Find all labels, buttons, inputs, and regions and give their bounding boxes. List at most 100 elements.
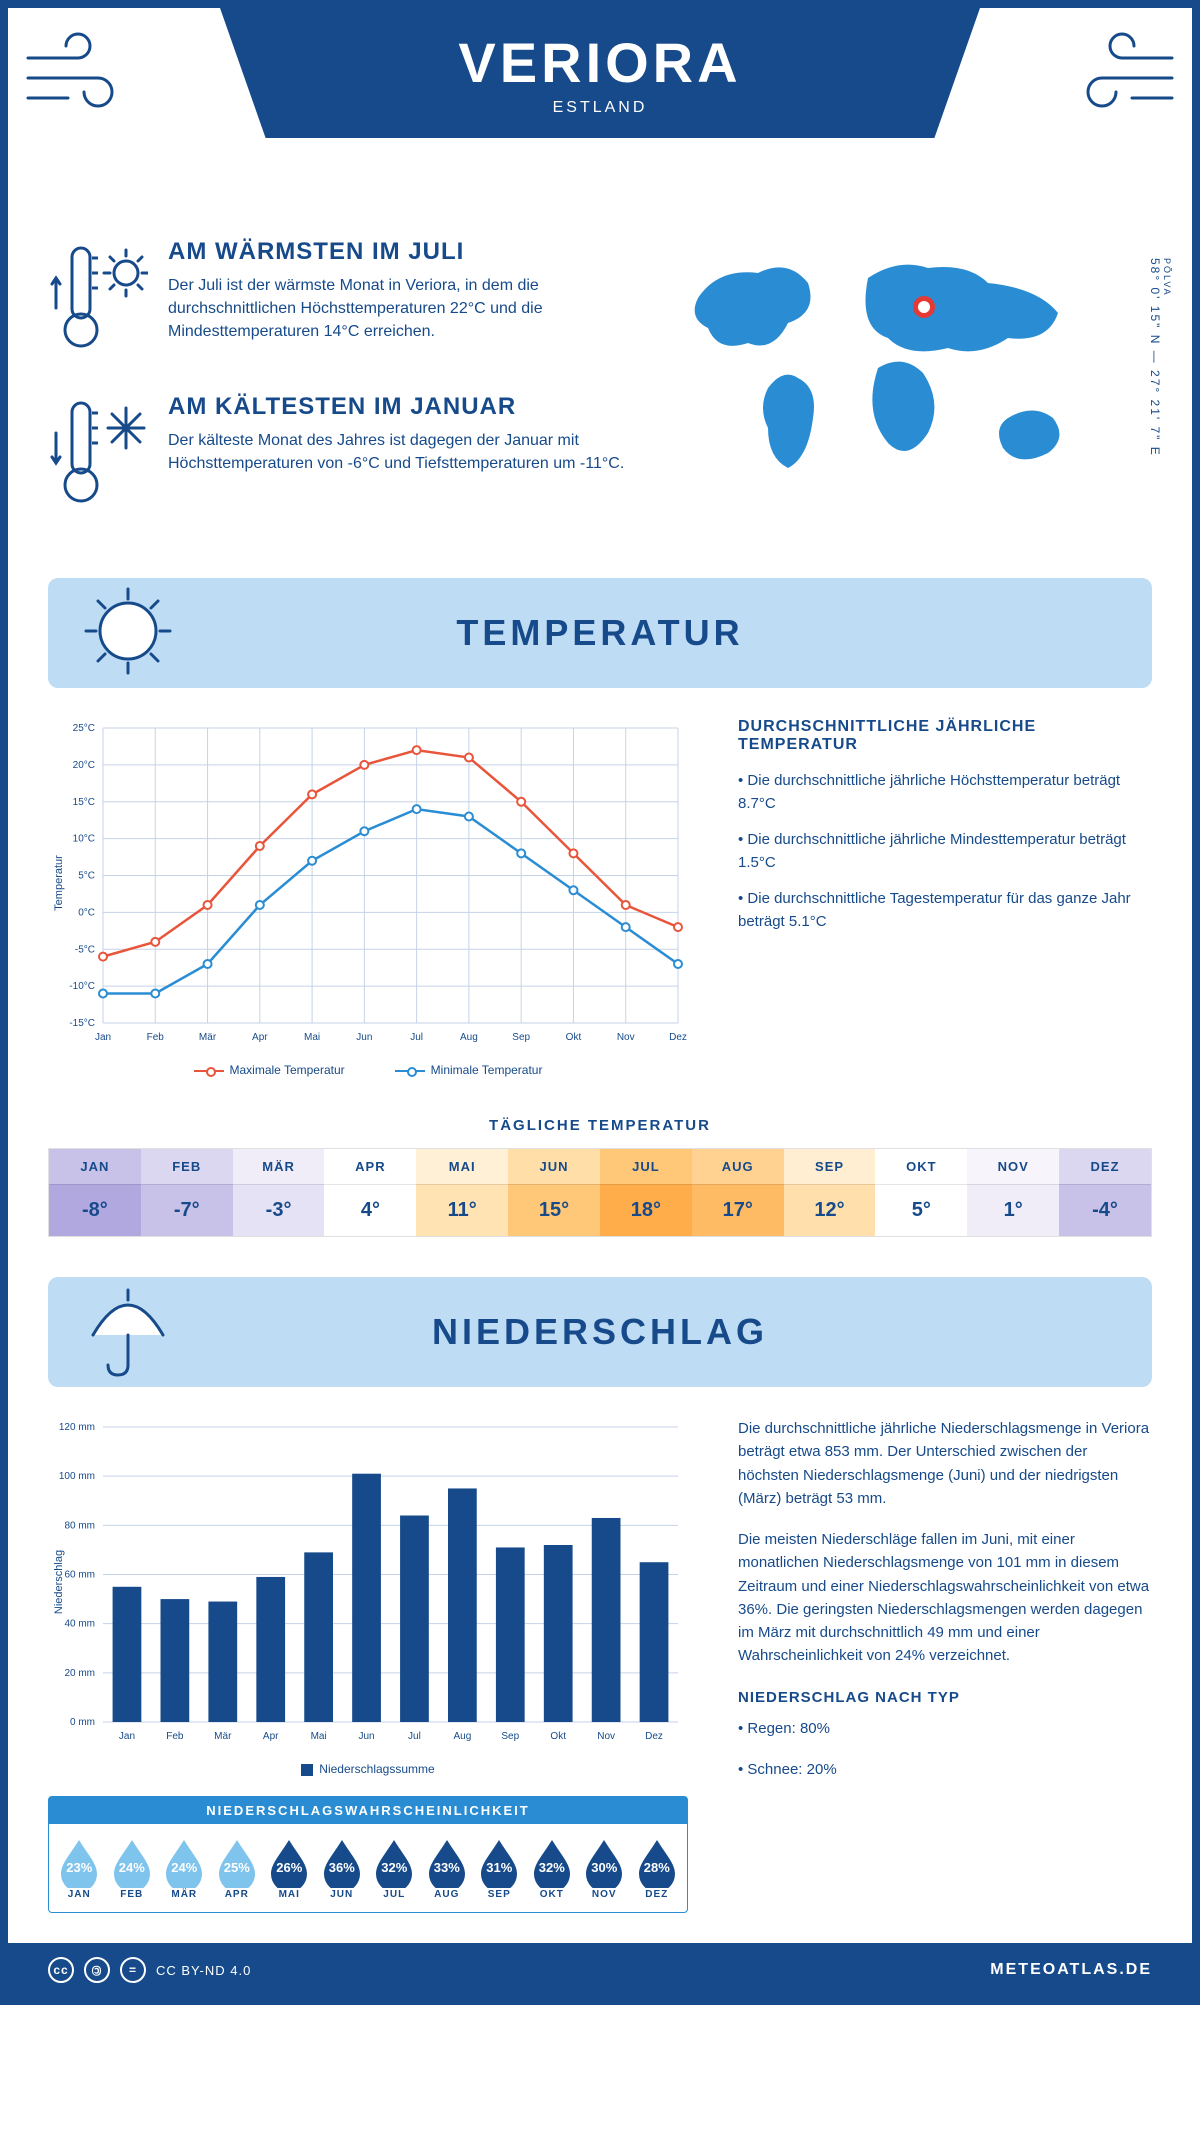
svg-text:60 mm: 60 mm bbox=[64, 1570, 95, 1581]
svg-text:Jul: Jul bbox=[410, 1032, 423, 1043]
daily-temp-cell: AUG17° bbox=[692, 1149, 784, 1236]
daily-temp-cell: FEB-7° bbox=[141, 1149, 233, 1236]
daily-temp-cell: APR4° bbox=[324, 1149, 416, 1236]
precip-prob-drop: 32%OKT bbox=[528, 1836, 577, 1900]
svg-text:80 mm: 80 mm bbox=[64, 1520, 95, 1531]
cc-icon: cc bbox=[48, 1957, 74, 1983]
daily-temp-cell: DEZ-4° bbox=[1059, 1149, 1151, 1236]
location-marker-icon bbox=[913, 296, 935, 318]
precipitation-summary: Die durchschnittliche jährliche Niedersc… bbox=[738, 1417, 1152, 1913]
precip-prob-drop: 24%MÄR bbox=[160, 1836, 209, 1900]
coldest-text: Der kälteste Monat des Jahres ist dagege… bbox=[168, 429, 628, 475]
svg-text:Mai: Mai bbox=[311, 1731, 327, 1742]
precip-prob-drop: 26%MAI bbox=[265, 1836, 314, 1900]
svg-text:0 mm: 0 mm bbox=[70, 1717, 95, 1728]
by-icon: 🄯 bbox=[84, 1957, 110, 1983]
daily-temp-title: TÄGLICHE TEMPERATUR bbox=[48, 1117, 1152, 1134]
daily-temp-cell: JAN-8° bbox=[49, 1149, 141, 1236]
umbrella-icon bbox=[78, 1280, 178, 1385]
svg-text:Dez: Dez bbox=[669, 1032, 687, 1043]
temperature-section-header: TEMPERATUR bbox=[48, 578, 1152, 688]
svg-text:Dez: Dez bbox=[645, 1731, 663, 1742]
precipitation-legend: Niederschlagssumme bbox=[48, 1762, 688, 1776]
svg-text:Okt: Okt bbox=[550, 1731, 566, 1742]
city-title: VERIORA bbox=[220, 30, 980, 95]
precip-prob-drop: 32%JUL bbox=[370, 1836, 419, 1900]
svg-text:Mär: Mär bbox=[199, 1032, 217, 1043]
svg-text:10°C: 10°C bbox=[73, 834, 95, 845]
svg-text:Aug: Aug bbox=[460, 1032, 478, 1043]
svg-text:25°C: 25°C bbox=[73, 723, 95, 734]
coordinates-label: PÕLVA 58° 0' 15" N — 27° 21' 7" E bbox=[1148, 258, 1172, 457]
temperature-title: TEMPERATUR bbox=[456, 612, 743, 654]
svg-text:20 mm: 20 mm bbox=[64, 1668, 95, 1679]
svg-text:Aug: Aug bbox=[453, 1731, 471, 1742]
nd-icon: = bbox=[120, 1957, 146, 1983]
precip-prob-drop: 31%SEP bbox=[475, 1836, 524, 1900]
temperature-summary: DURCHSCHNITTLICHE JÄHRLICHE TEMPERATUR •… bbox=[738, 718, 1152, 1077]
header: VERIORA ESTLAND bbox=[8, 8, 1192, 188]
svg-text:-5°C: -5°C bbox=[75, 944, 95, 955]
svg-text:Apr: Apr bbox=[252, 1032, 268, 1043]
svg-text:100 mm: 100 mm bbox=[59, 1471, 95, 1482]
wind-icon bbox=[18, 28, 138, 123]
svg-text:20°C: 20°C bbox=[73, 760, 95, 771]
world-map: PÕLVA 58° 0' 15" N — 27° 21' 7" E bbox=[668, 238, 1152, 548]
warmest-block: AM WÄRMSTEN IM JULI Der Juli ist der wär… bbox=[48, 238, 628, 363]
daily-temp-cell: JUL18° bbox=[600, 1149, 692, 1236]
svg-text:40 mm: 40 mm bbox=[64, 1619, 95, 1630]
svg-text:Mär: Mär bbox=[214, 1731, 232, 1742]
svg-text:Sep: Sep bbox=[512, 1032, 530, 1043]
svg-text:Apr: Apr bbox=[263, 1731, 279, 1742]
precip-prob-drop: 33%AUG bbox=[423, 1836, 472, 1900]
svg-text:Jan: Jan bbox=[95, 1032, 111, 1043]
svg-text:Nov: Nov bbox=[617, 1032, 635, 1043]
temperature-legend: Maximale Temperatur Minimale Temperatur bbox=[48, 1063, 688, 1077]
svg-text:Okt: Okt bbox=[566, 1032, 582, 1043]
svg-text:Nov: Nov bbox=[597, 1731, 615, 1742]
svg-text:5°C: 5°C bbox=[78, 871, 95, 882]
svg-text:-10°C: -10°C bbox=[69, 981, 95, 992]
precip-prob-drop: 24%FEB bbox=[108, 1836, 157, 1900]
precipitation-probability-box: NIEDERSCHLAGSWAHRSCHEINLICHKEIT 23%JAN24… bbox=[48, 1796, 688, 1913]
svg-text:Mai: Mai bbox=[304, 1032, 320, 1043]
warmest-title: AM WÄRMSTEN IM JULI bbox=[168, 238, 628, 266]
svg-text:-15°C: -15°C bbox=[69, 1018, 95, 1029]
precipitation-bar-chart: 0 mm20 mm40 mm60 mm80 mm100 mm120 mmJanF… bbox=[48, 1417, 688, 1776]
country-subtitle: ESTLAND bbox=[220, 99, 980, 117]
precip-prob-drop: 36%JUN bbox=[318, 1836, 367, 1900]
precip-prob-drop: 25%APR bbox=[213, 1836, 262, 1900]
footer: cc 🄯 = CC BY-ND 4.0 METEOATLAS.DE bbox=[8, 1943, 1192, 1997]
svg-text:Sep: Sep bbox=[501, 1731, 519, 1742]
thermometer-hot-icon bbox=[48, 238, 148, 363]
precipitation-section-header: NIEDERSCHLAG bbox=[48, 1277, 1152, 1387]
overview-section: AM WÄRMSTEN IM JULI Der Juli ist der wär… bbox=[48, 218, 1152, 578]
svg-text:Niederschlag: Niederschlag bbox=[53, 1550, 65, 1614]
infographic-page: VERIORA ESTLAND AM WÄRMST bbox=[0, 0, 1200, 2005]
precip-prob-drop: 23%JAN bbox=[55, 1836, 104, 1900]
wind-icon bbox=[1062, 28, 1182, 123]
precipitation-title: NIEDERSCHLAG bbox=[432, 1311, 768, 1353]
temp-summary-title: DURCHSCHNITTLICHE JÄHRLICHE TEMPERATUR bbox=[738, 718, 1152, 754]
svg-text:Jul: Jul bbox=[408, 1731, 421, 1742]
daily-temp-cell: MAI11° bbox=[416, 1149, 508, 1236]
svg-text:Jan: Jan bbox=[119, 1731, 135, 1742]
thermometer-cold-icon bbox=[48, 393, 148, 518]
svg-text:15°C: 15°C bbox=[73, 797, 95, 808]
svg-text:Temperatur: Temperatur bbox=[53, 855, 65, 911]
coldest-block: AM KÄLTESTEN IM JANUAR Der kälteste Mona… bbox=[48, 393, 628, 518]
svg-text:Feb: Feb bbox=[147, 1032, 165, 1043]
precip-type-title: NIEDERSCHLAG NACH TYP bbox=[738, 1686, 1152, 1709]
svg-text:Jun: Jun bbox=[356, 1032, 372, 1043]
temperature-line-chart: -15°C-10°C-5°C0°C5°C10°C15°C20°C25°CJanF… bbox=[48, 718, 688, 1077]
precip-prob-drop: 28%DEZ bbox=[633, 1836, 682, 1900]
brand-text: METEOATLAS.DE bbox=[990, 1961, 1152, 1979]
prob-title: NIEDERSCHLAGSWAHRSCHEINLICHKEIT bbox=[49, 1797, 687, 1824]
svg-text:Feb: Feb bbox=[166, 1731, 184, 1742]
license-text: CC BY-ND 4.0 bbox=[156, 1963, 251, 1978]
sun-icon bbox=[78, 581, 178, 686]
warmest-text: Der Juli ist der wärmste Monat in Verior… bbox=[168, 274, 628, 344]
daily-temp-cell: MÄR-3° bbox=[233, 1149, 325, 1236]
title-banner: VERIORA ESTLAND bbox=[220, 8, 980, 138]
daily-temp-cell: OKT5° bbox=[875, 1149, 967, 1236]
